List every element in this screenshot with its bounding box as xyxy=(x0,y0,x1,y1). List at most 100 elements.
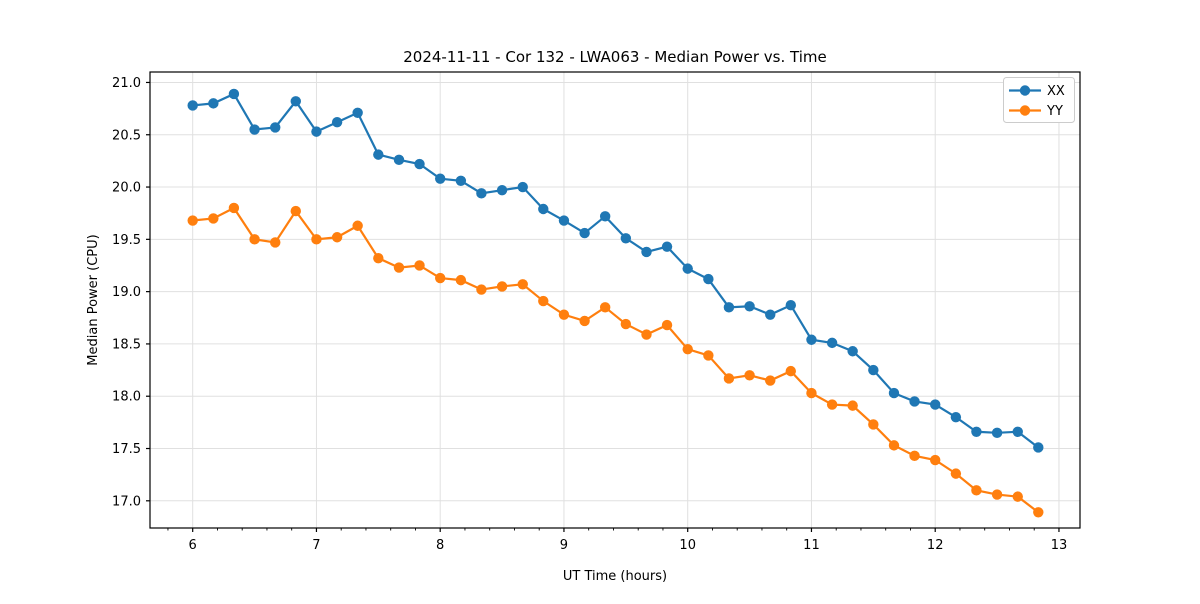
data-point-yy xyxy=(579,315,590,327)
x-tick-label: 9 xyxy=(560,538,568,553)
data-point-xx xyxy=(847,346,858,357)
data-point-yy xyxy=(703,350,714,361)
data-point-xx xyxy=(888,387,900,399)
data-point-xx xyxy=(434,173,446,184)
data-point-yy xyxy=(599,302,611,313)
data-point-xx xyxy=(1012,426,1023,437)
data-point-yy xyxy=(434,272,446,284)
data-point-yy xyxy=(476,284,487,295)
data-point-yy xyxy=(744,370,755,381)
data-point-yy xyxy=(785,365,796,377)
plot-border xyxy=(149,71,1081,529)
chart-title: 2024-11-11 - Cor 132 - LWA063 - Median P… xyxy=(403,48,827,66)
y-tick-label: 17.0 xyxy=(112,494,141,509)
data-point-xx xyxy=(868,364,879,376)
y-tick-label: 17.5 xyxy=(112,442,141,457)
data-point-yy xyxy=(620,318,632,330)
data-point-xx xyxy=(393,154,405,166)
axis-tick-labels: 6 7 8 9 10 11 12 13 17.0 17.5 18.0 18.5 19.0 19.5 20.0… xyxy=(112,76,1067,553)
data-point-xx xyxy=(517,181,528,193)
data-point-yy xyxy=(826,399,838,410)
data-point-yy xyxy=(888,440,900,451)
data-point-yy xyxy=(765,375,776,386)
data-point-xx xyxy=(476,188,487,199)
axis-ticks xyxy=(146,81,1060,532)
data-point-yy xyxy=(414,260,425,271)
data-point-yy xyxy=(1033,507,1044,518)
data-point-yy xyxy=(331,232,343,243)
data-point-xx xyxy=(249,124,260,135)
data-point-yy xyxy=(352,220,363,231)
data-point-yy xyxy=(661,319,673,331)
series-line-yy xyxy=(192,206,1039,514)
x-tick-label: 13 xyxy=(1051,538,1068,553)
data-point-yy xyxy=(311,234,322,245)
legend-entry-yy: YY xyxy=(1009,104,1063,119)
data-point-yy xyxy=(373,252,384,264)
data-point-yy xyxy=(249,234,260,245)
data-point-yy xyxy=(1012,491,1023,502)
data-point-xx xyxy=(661,241,673,252)
x-tick-label: 8 xyxy=(436,538,444,553)
x-tick-label: 6 xyxy=(189,538,197,553)
legend-marker-yy xyxy=(1019,105,1031,116)
data-point-yy xyxy=(991,489,1003,500)
data-point-xx xyxy=(599,211,611,222)
x-tick-label: 7 xyxy=(312,538,320,553)
data-point-xx xyxy=(971,426,982,437)
data-series xyxy=(187,88,1044,518)
y-tick-label: 20.0 xyxy=(112,181,141,196)
x-axis-label: UT Time (hours) xyxy=(563,569,667,584)
y-tick-label: 19.0 xyxy=(112,285,141,300)
x-tick-label: 12 xyxy=(927,538,944,553)
gridlines xyxy=(150,72,1080,528)
data-point-xx xyxy=(909,396,920,407)
legend-entry-xx: XX xyxy=(1009,84,1065,99)
data-point-yy xyxy=(971,485,982,496)
data-point-xx xyxy=(187,100,198,111)
data-point-xx xyxy=(785,300,796,311)
data-point-xx xyxy=(496,184,508,196)
data-point-yy xyxy=(847,400,858,411)
data-point-xx xyxy=(826,337,838,349)
data-point-xx xyxy=(641,246,652,258)
data-point-yy xyxy=(270,237,281,248)
data-point-yy xyxy=(868,419,879,430)
data-point-yy xyxy=(496,281,508,292)
data-point-yy xyxy=(187,215,198,226)
data-point-yy xyxy=(393,262,405,273)
data-point-xx xyxy=(290,96,301,107)
data-point-xx xyxy=(806,334,817,345)
y-tick-label: 21.0 xyxy=(112,76,141,91)
data-point-xx xyxy=(744,301,755,312)
data-point-xx xyxy=(682,263,693,274)
legend-label-yy: YY xyxy=(1046,104,1063,119)
legend: XX YY xyxy=(1003,77,1075,123)
data-point-xx xyxy=(270,122,281,133)
data-point-xx xyxy=(950,411,962,423)
data-point-yy xyxy=(950,468,962,479)
data-point-xx xyxy=(455,175,467,186)
data-point-yy xyxy=(208,213,219,224)
data-point-xx xyxy=(723,302,735,313)
data-point-yy xyxy=(682,343,693,355)
data-point-xx xyxy=(538,203,549,215)
y-tick-label: 20.5 xyxy=(112,128,141,143)
data-point-yy xyxy=(641,329,652,340)
y-tick-label: 18.0 xyxy=(112,390,141,405)
data-point-yy xyxy=(806,387,817,399)
data-point-xx xyxy=(1033,442,1044,453)
data-point-xx xyxy=(765,309,776,320)
x-tick-label: 11 xyxy=(803,538,820,553)
data-point-xx xyxy=(620,233,632,244)
data-point-xx xyxy=(703,273,714,285)
data-point-yy xyxy=(930,454,941,466)
y-tick-label: 18.5 xyxy=(112,337,141,352)
data-point-xx xyxy=(208,98,219,109)
data-point-yy xyxy=(723,373,735,384)
data-point-xx xyxy=(414,158,425,170)
x-tick-label: 10 xyxy=(679,538,696,553)
data-point-xx xyxy=(311,126,322,137)
